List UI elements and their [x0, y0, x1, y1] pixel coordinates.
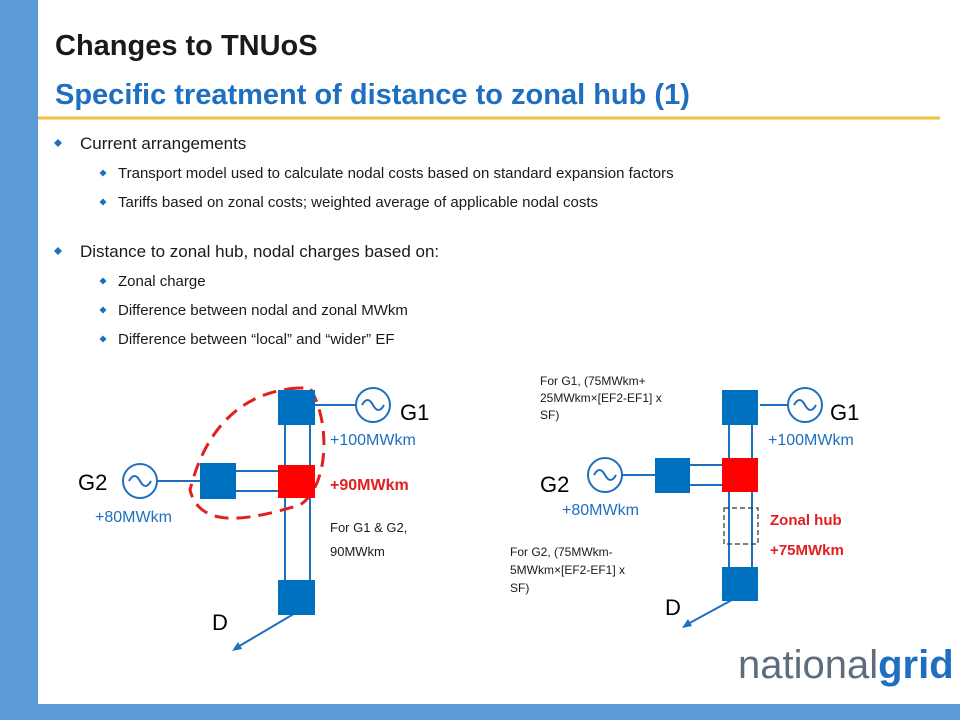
arrow-head — [232, 642, 242, 651]
diagram-right — [587, 387, 823, 626]
label: G2 — [540, 472, 569, 497]
label: +75MWkm — [770, 542, 844, 559]
subtitle: Specific treatment of distance to zonal … — [55, 79, 690, 111]
left-band — [0, 0, 38, 720]
label: Zonal hub — [770, 512, 842, 529]
bullet-marker — [99, 169, 107, 177]
note-line: SF) — [540, 408, 559, 422]
label: +90MWkm — [330, 477, 409, 494]
label: +100MWkm — [330, 432, 416, 449]
note-line: For G1, (75MWkm+ — [540, 374, 646, 388]
note: For G1 & G2, 90MWkm — [330, 520, 407, 559]
note-line: 25MWkm×[EF2-EF1] x — [540, 391, 662, 405]
label: G1 — [400, 400, 429, 425]
node — [722, 390, 758, 425]
label: G2 — [78, 470, 107, 495]
node — [278, 580, 315, 615]
bullet-text: Current arrangements — [80, 134, 246, 153]
label: +100MWkm — [768, 432, 854, 449]
note-line: 5MWkm×[EF2-EF1] x — [510, 563, 625, 577]
bullet-list: Current arrangements Transport model used… — [54, 134, 674, 348]
bullet-text: Distance to zonal hub, nodal charges bas… — [80, 242, 439, 261]
bullet-marker — [99, 335, 107, 343]
label: D — [212, 610, 228, 635]
bullet-marker — [99, 198, 107, 206]
label: +80MWkm — [95, 509, 172, 526]
note: For G2, (75MWkm- 5MWkm×[EF2-EF1] x SF) — [510, 545, 625, 595]
title: Changes to TNUoS — [55, 30, 318, 62]
label: +80MWkm — [562, 502, 639, 519]
note: For G1, (75MWkm+ 25MWkm×[EF2-EF1] x SF) — [540, 374, 662, 422]
hub-node — [722, 458, 758, 492]
bullet-marker — [99, 277, 107, 285]
label: D — [665, 595, 681, 620]
node — [200, 463, 236, 499]
sub-bullet-text: Tariffs based on zonal costs; weighted a… — [118, 194, 598, 211]
node — [278, 390, 315, 425]
note-line: For G1 & G2, — [330, 520, 407, 535]
hub-node — [278, 465, 315, 498]
arrow-head — [682, 619, 692, 628]
bullet-marker — [54, 139, 62, 147]
node — [722, 567, 758, 601]
sub-bullet-text: Transport model used to calculate nodal … — [118, 165, 674, 182]
bottom-band — [0, 704, 960, 720]
logo-part: national — [738, 643, 878, 687]
node — [655, 458, 690, 493]
note-line: 90MWkm — [330, 544, 385, 559]
sub-bullet-text: Difference between “local” and “wider” E… — [118, 331, 395, 348]
logo: nationalgrid — [738, 643, 954, 687]
note-line: SF) — [510, 581, 529, 595]
bullet-marker — [99, 306, 107, 314]
sub-bullet-text: Zonal charge — [118, 273, 206, 290]
label: G1 — [830, 400, 859, 425]
diagram-left — [122, 386, 391, 649]
logo-part: grid — [878, 643, 954, 687]
bullet-marker — [54, 247, 62, 255]
sub-bullet-text: Difference between nodal and zonal MWkm — [118, 302, 408, 319]
note-line: For G2, (75MWkm- — [510, 545, 613, 559]
